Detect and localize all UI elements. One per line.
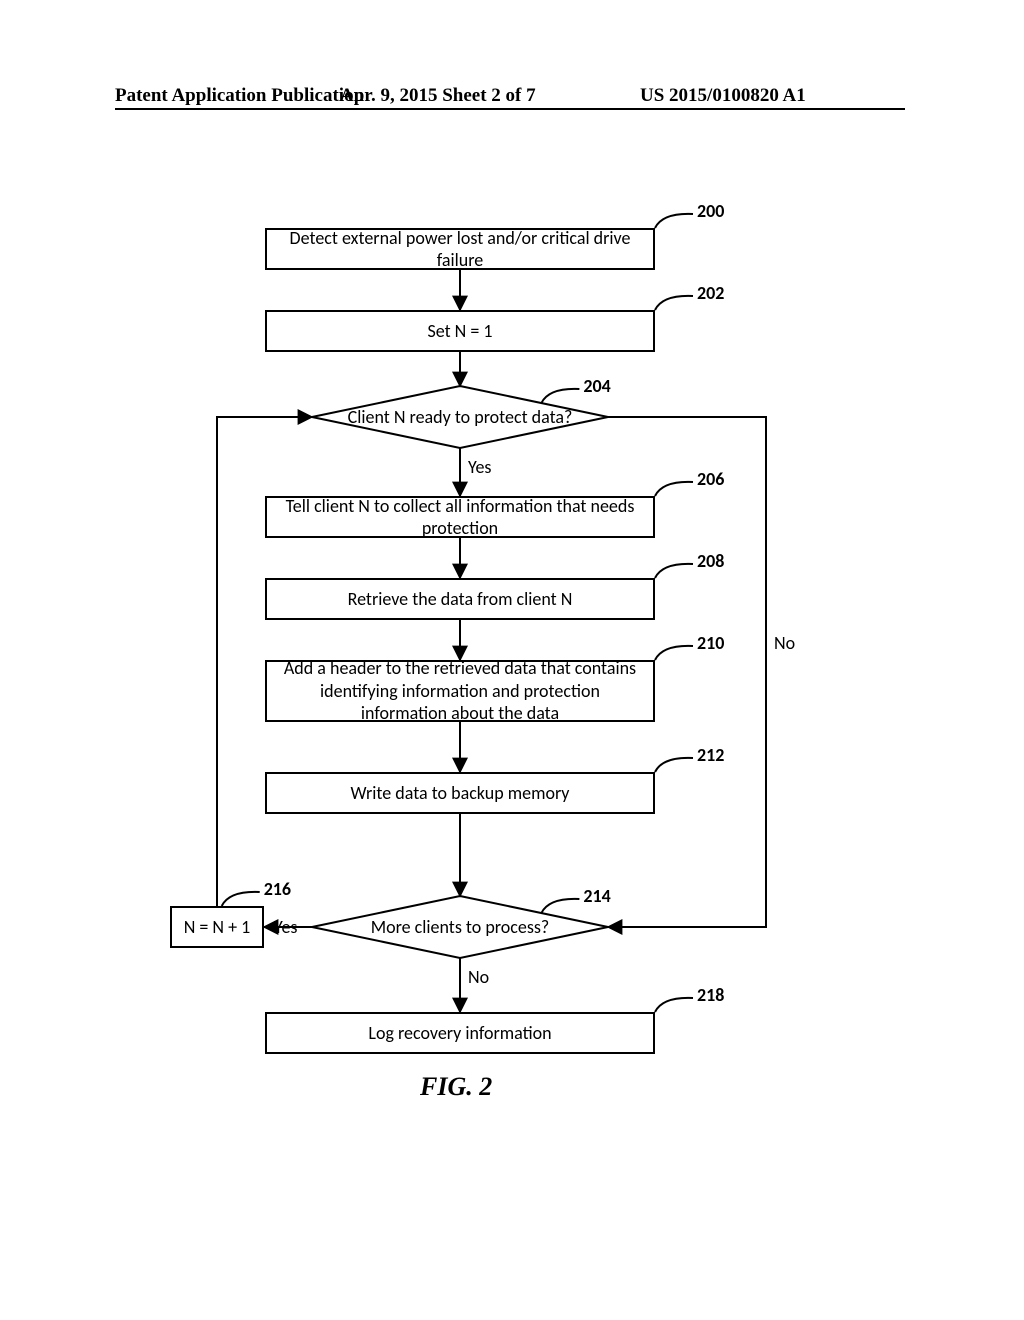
step-text: Retrieve the data from client N bbox=[348, 588, 573, 611]
edge-label-204-no: No bbox=[774, 632, 795, 654]
ref-206: 206 bbox=[697, 468, 724, 490]
edge-label-204-yes: Yes bbox=[468, 456, 491, 478]
ref-210: 210 bbox=[697, 632, 724, 654]
ref-216: 216 bbox=[264, 878, 291, 900]
step-text: N = N + 1 bbox=[184, 916, 251, 939]
step-text: Write data to backup memory bbox=[351, 782, 570, 805]
step-text: Log recovery information bbox=[368, 1022, 551, 1045]
ref-204: 204 bbox=[583, 375, 610, 397]
step-increment-n: N = N + 1 bbox=[170, 906, 264, 948]
step-tell-client-collect: Tell client N to collect all information… bbox=[265, 496, 655, 538]
edge-label-214-yes: Yes bbox=[274, 916, 297, 938]
step-text: Add a header to the retrieved data that … bbox=[275, 657, 645, 725]
step-add-header: Add a header to the retrieved data that … bbox=[265, 660, 655, 722]
ref-202: 202 bbox=[697, 282, 724, 304]
step-set-n-1: Set N = 1 bbox=[265, 310, 655, 352]
step-write-backup: Write data to backup memory bbox=[265, 772, 655, 814]
ref-200: 200 bbox=[697, 200, 724, 222]
step-text: Detect external power lost and/or critic… bbox=[275, 227, 645, 272]
step-retrieve-data: Retrieve the data from client N bbox=[265, 578, 655, 620]
decision-more-clients-text: More clients to process? bbox=[320, 916, 600, 938]
decision-client-ready-text: Client N ready to protect data? bbox=[320, 406, 600, 428]
ref-218: 218 bbox=[697, 984, 724, 1006]
step-text: Tell client N to collect all information… bbox=[275, 495, 645, 540]
ref-212: 212 bbox=[697, 744, 724, 766]
ref-214: 214 bbox=[583, 885, 610, 907]
step-text: Set N = 1 bbox=[427, 320, 492, 343]
ref-208: 208 bbox=[697, 550, 724, 572]
step-log-recovery: Log recovery information bbox=[265, 1012, 655, 1054]
edge-label-214-no: No bbox=[468, 966, 489, 988]
step-detect-power-lost: Detect external power lost and/or critic… bbox=[265, 228, 655, 270]
figure-caption: FIG. 2 bbox=[420, 1072, 492, 1102]
